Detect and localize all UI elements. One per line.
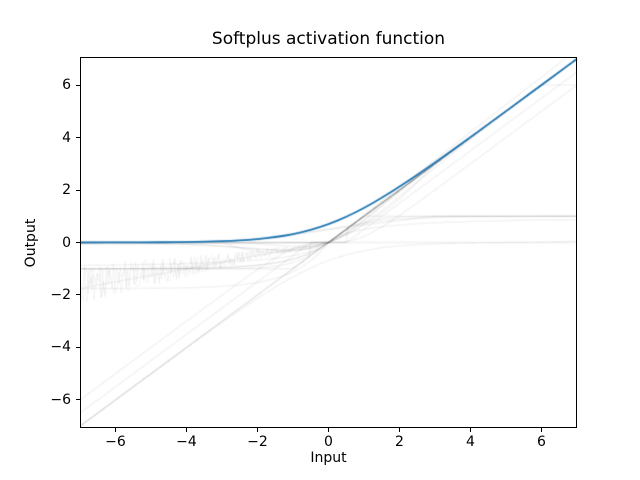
chart-title: Softplus activation function: [211, 29, 446, 49]
y-tick-label: 4: [62, 129, 71, 146]
x-tick-label: −4: [176, 434, 197, 450]
y-tick-label: −4: [50, 339, 71, 356]
x-tick-mark: [186, 428, 187, 432]
x-tick-label: 2: [395, 434, 404, 450]
y-tick-mark: [76, 189, 80, 191]
y-axis-label: Output: [23, 218, 39, 267]
x-axis-label: Input: [310, 450, 347, 466]
y-tick-label: 0: [62, 234, 71, 251]
y-tick-label: 2: [62, 182, 71, 199]
y-tick-label: 6: [62, 77, 71, 94]
x-tick-mark: [328, 428, 329, 432]
y-tick-label: −2: [50, 286, 71, 303]
x-tick-label: 0: [324, 434, 333, 450]
y-tick-mark: [76, 294, 80, 296]
x-tick-label: 4: [466, 434, 475, 450]
x-tick-mark: [470, 428, 471, 432]
x-tick-mark: [399, 428, 400, 432]
y-tick-mark: [76, 137, 80, 139]
x-tick-label: −6: [105, 434, 126, 450]
x-tick-mark: [541, 428, 542, 432]
y-tick-mark: [76, 399, 80, 401]
y-tick-mark: [76, 346, 80, 348]
plot-frame: [80, 57, 577, 428]
y-tick-label: −6: [50, 391, 71, 408]
x-tick-label: 6: [537, 434, 546, 450]
x-tick-label: −2: [247, 434, 268, 450]
x-tick-mark: [257, 428, 258, 432]
x-tick-mark: [115, 428, 116, 432]
y-tick-mark: [76, 242, 80, 243]
y-tick-mark: [76, 84, 80, 86]
